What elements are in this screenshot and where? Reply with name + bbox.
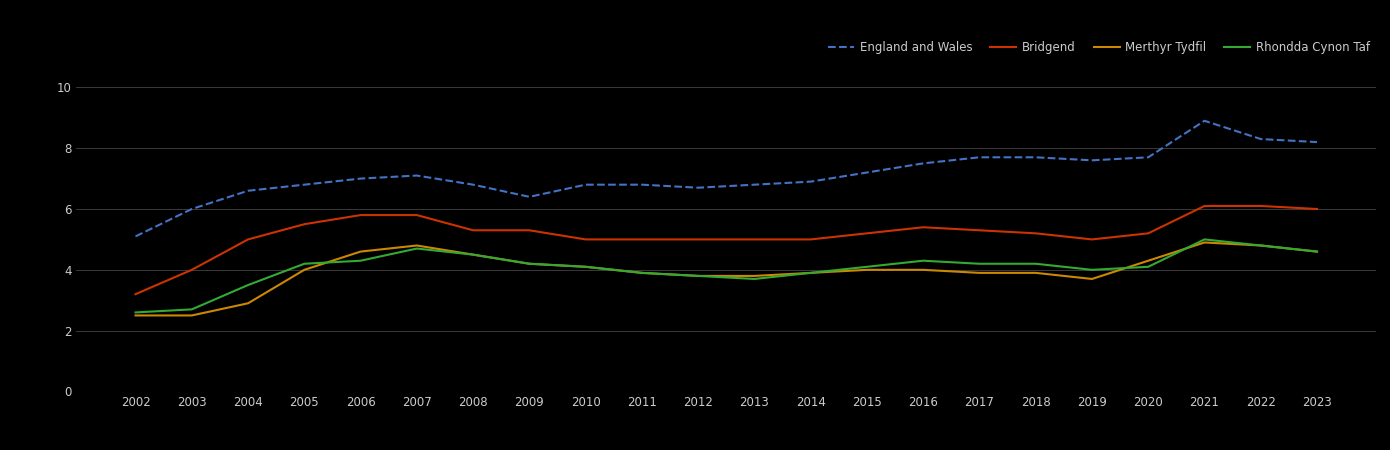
Rhondda Cynon Taf <box>464 252 481 257</box>
Merthyr Tydfil <box>1252 243 1269 248</box>
Merthyr Tydfil <box>1309 249 1326 254</box>
Bridgend <box>1252 203 1269 209</box>
England and Wales <box>1084 158 1101 163</box>
England and Wales <box>1197 118 1213 123</box>
England and Wales <box>746 182 763 187</box>
Bridgend <box>183 267 200 273</box>
England and Wales <box>1309 140 1326 145</box>
England and Wales <box>1027 155 1044 160</box>
Bridgend <box>1027 231 1044 236</box>
Bridgend <box>802 237 819 242</box>
Bridgend <box>352 212 368 218</box>
Rhondda Cynon Taf <box>972 261 988 266</box>
Rhondda Cynon Taf <box>689 273 706 279</box>
Bridgend <box>296 221 313 227</box>
Rhondda Cynon Taf <box>296 261 313 266</box>
Rhondda Cynon Taf <box>1140 264 1156 270</box>
Bridgend <box>746 237 763 242</box>
Bridgend <box>859 231 876 236</box>
Bridgend <box>239 237 256 242</box>
England and Wales <box>352 176 368 181</box>
England and Wales <box>577 182 594 187</box>
Legend: England and Wales, Bridgend, Merthyr Tydfil, Rhondda Cynon Taf: England and Wales, Bridgend, Merthyr Tyd… <box>828 41 1371 54</box>
Rhondda Cynon Taf <box>521 261 538 266</box>
Rhondda Cynon Taf <box>1084 267 1101 273</box>
Merthyr Tydfil <box>915 267 931 273</box>
Line: Bridgend: Bridgend <box>135 206 1318 294</box>
Merthyr Tydfil <box>1084 276 1101 282</box>
England and Wales <box>915 161 931 166</box>
England and Wales <box>464 182 481 187</box>
England and Wales <box>126 234 143 239</box>
Rhondda Cynon Taf <box>1252 243 1269 248</box>
Bridgend <box>126 292 143 297</box>
Bridgend <box>1084 237 1101 242</box>
Rhondda Cynon Taf <box>634 270 651 275</box>
Merthyr Tydfil <box>689 273 706 279</box>
Merthyr Tydfil <box>296 267 313 273</box>
England and Wales <box>521 194 538 199</box>
Merthyr Tydfil <box>239 301 256 306</box>
Rhondda Cynon Taf <box>409 246 425 251</box>
Bridgend <box>521 228 538 233</box>
Rhondda Cynon Taf <box>859 264 876 270</box>
Merthyr Tydfil <box>577 264 594 270</box>
Merthyr Tydfil <box>802 270 819 275</box>
Rhondda Cynon Taf <box>915 258 931 263</box>
Rhondda Cynon Taf <box>802 270 819 275</box>
England and Wales <box>972 155 988 160</box>
Rhondda Cynon Taf <box>1309 249 1326 254</box>
Rhondda Cynon Taf <box>239 282 256 288</box>
Rhondda Cynon Taf <box>1027 261 1044 266</box>
Bridgend <box>1309 206 1326 211</box>
Merthyr Tydfil <box>859 267 876 273</box>
England and Wales <box>1252 136 1269 142</box>
Bridgend <box>577 237 594 242</box>
Rhondda Cynon Taf <box>126 310 143 315</box>
Merthyr Tydfil <box>352 249 368 254</box>
Rhondda Cynon Taf <box>183 307 200 312</box>
England and Wales <box>239 188 256 194</box>
Bridgend <box>634 237 651 242</box>
Line: England and Wales: England and Wales <box>135 121 1318 236</box>
England and Wales <box>859 170 876 175</box>
England and Wales <box>802 179 819 184</box>
Bridgend <box>464 228 481 233</box>
Merthyr Tydfil <box>521 261 538 266</box>
Merthyr Tydfil <box>1197 240 1213 245</box>
Line: Merthyr Tydfil: Merthyr Tydfil <box>135 243 1318 315</box>
Merthyr Tydfil <box>183 313 200 318</box>
Merthyr Tydfil <box>1027 270 1044 275</box>
Merthyr Tydfil <box>972 270 988 275</box>
Rhondda Cynon Taf <box>577 264 594 270</box>
Bridgend <box>689 237 706 242</box>
Merthyr Tydfil <box>634 270 651 275</box>
Bridgend <box>915 225 931 230</box>
England and Wales <box>1140 155 1156 160</box>
England and Wales <box>409 173 425 178</box>
Merthyr Tydfil <box>746 273 763 279</box>
England and Wales <box>689 185 706 190</box>
Line: Rhondda Cynon Taf: Rhondda Cynon Taf <box>135 239 1318 312</box>
England and Wales <box>634 182 651 187</box>
England and Wales <box>183 206 200 211</box>
Merthyr Tydfil <box>1140 258 1156 263</box>
England and Wales <box>296 182 313 187</box>
Bridgend <box>409 212 425 218</box>
Rhondda Cynon Taf <box>1197 237 1213 242</box>
Rhondda Cynon Taf <box>746 276 763 282</box>
Merthyr Tydfil <box>409 243 425 248</box>
Bridgend <box>1140 231 1156 236</box>
Bridgend <box>1197 203 1213 209</box>
Merthyr Tydfil <box>126 313 143 318</box>
Rhondda Cynon Taf <box>352 258 368 263</box>
Bridgend <box>972 228 988 233</box>
Merthyr Tydfil <box>464 252 481 257</box>
